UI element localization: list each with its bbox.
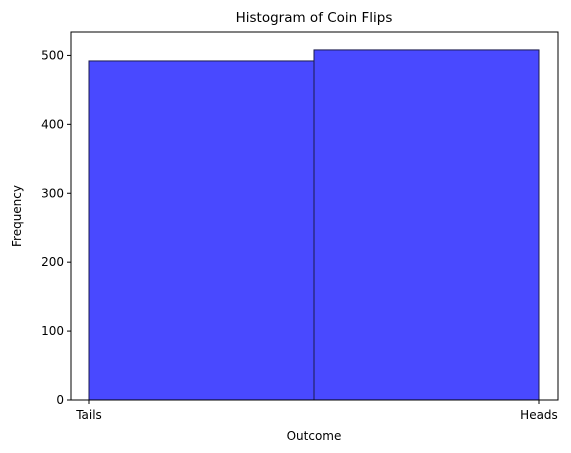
y-tick-label-200: 200	[41, 255, 64, 269]
plot-frame	[70, 31, 559, 401]
y-axis-label: Frequency	[10, 185, 24, 247]
bar-heads	[313, 49, 540, 401]
y-tick-label-100: 100	[41, 324, 64, 338]
bar-tails	[88, 60, 315, 401]
y-tick-label-400: 400	[41, 117, 64, 131]
x-tick-label-heads: Heads	[520, 408, 558, 422]
y-axis: 0 100 200 300 400 500	[41, 48, 71, 407]
chart-title: Histogram of Coin Flips	[236, 10, 393, 26]
x-axis: Tails Heads	[75, 400, 558, 422]
y-tick-label-300: 300	[41, 186, 64, 200]
bars-group	[88, 49, 540, 401]
x-tick-label-tails: Tails	[75, 408, 102, 422]
x-axis-label: Outcome	[287, 429, 342, 443]
y-tick-label-0: 0	[56, 393, 64, 407]
y-tick-label-500: 500	[41, 48, 64, 62]
